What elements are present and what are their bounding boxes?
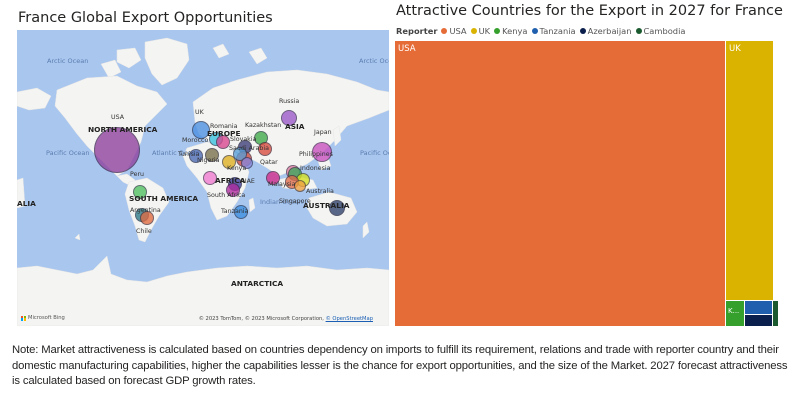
map-bubble[interactable] [192, 121, 210, 139]
legend-dot-icon [579, 28, 586, 34]
country-label: Australia [306, 188, 334, 195]
country-label: Nigeria [197, 157, 220, 164]
country-label: Slovakia [230, 136, 257, 143]
legend-item-uk[interactable]: UK [470, 26, 491, 36]
tile-label: USA [398, 44, 416, 54]
country-label: USA [111, 114, 125, 121]
legend-label: Tanzania [539, 26, 576, 36]
country-label: Peru [130, 171, 145, 178]
country-label: Singapore [279, 198, 311, 205]
continent-label: ANTARCTICA [231, 279, 284, 288]
legend-label: Kenya [502, 26, 528, 36]
map-bubble[interactable] [258, 142, 272, 156]
legend-label: USA [449, 26, 467, 36]
legend-dot-icon [531, 28, 538, 34]
ocean-label: Pacific Ocean [360, 149, 389, 157]
continent-label: NORTH AMERICA [88, 125, 158, 134]
legend-title: Reporter [396, 26, 438, 36]
map-bubble[interactable] [281, 110, 297, 126]
country-label: Indonesia [300, 165, 331, 172]
tile-uk[interactable]: UK [726, 41, 773, 300]
country-label: Malaysia [268, 181, 296, 188]
country-label: Russia [279, 98, 300, 105]
treemap-legend: Reporter USA UK Kenya Tanzania Azerbaija… [396, 26, 689, 36]
legend-label: UK [478, 26, 491, 36]
map-bubble[interactable] [241, 157, 253, 169]
country-label: Chile [136, 228, 152, 235]
attribution-text: © 2023 TomTom, © 2023 Microsoft Corporat… [198, 316, 326, 322]
map-bubble[interactable] [226, 183, 240, 197]
country-label: Tunisia [178, 151, 200, 158]
map-bubble[interactable] [133, 185, 147, 199]
map-bubble[interactable] [329, 200, 345, 216]
ocean-label: Arctic Ocean [47, 57, 89, 65]
tile-label: K... [728, 307, 740, 315]
ocean-label: Indian Ocean [260, 198, 303, 206]
treemap-title: Attractive Countries for the Export in 2… [396, 3, 783, 19]
country-label: Qatar [260, 159, 278, 166]
continent-label: ALIA [17, 199, 36, 208]
map-bubble[interactable] [205, 148, 219, 162]
microsoft-logo-icon [21, 315, 26, 321]
country-label: Philippines [299, 151, 333, 158]
map-bubble[interactable] [266, 171, 280, 185]
legend-label: Azerbaijan [587, 26, 632, 36]
continent-label: SOUTH AMERICA [129, 194, 199, 203]
legend-dot-icon [494, 28, 501, 34]
country-label: Saudi Arabia [229, 145, 269, 152]
tile-kenya[interactable]: K... [726, 301, 744, 326]
tile-usa[interactable]: USA [395, 41, 725, 326]
map-bubble[interactable] [94, 127, 140, 173]
openstreetmap-link[interactable]: © OpenStreetMap [325, 316, 373, 322]
country-label: Japan [314, 129, 332, 136]
bing-logo: Microsoft Bing [21, 315, 65, 321]
country-label: Morocco [182, 137, 209, 144]
map-bubble[interactable] [140, 211, 154, 225]
legend-dot-icon [470, 28, 477, 34]
map-bubble[interactable] [203, 171, 217, 185]
tile-cambodia[interactable] [773, 301, 778, 326]
country-label: Tanzania [221, 208, 249, 215]
tile-label: UK [729, 44, 741, 54]
legend-item-azerbaijan[interactable]: Azerbaijan [579, 26, 632, 36]
country-label: Kazakhstan [245, 122, 282, 129]
continent-label: EUROPE [207, 129, 241, 138]
map-title: France Global Export Opportunities [18, 10, 273, 26]
tile-azerbaijan[interactable] [745, 315, 772, 326]
bubble-map[interactable]: Arctic Ocean Arctic Ocean Pacific Ocean … [17, 30, 389, 326]
treemap-chart: USA UK K... [395, 41, 780, 326]
country-label: Argentina [130, 207, 161, 214]
map-bubble[interactable] [189, 149, 203, 163]
ocean-label: Atlantic Ocean [152, 149, 200, 157]
tile-tanzania[interactable] [745, 301, 772, 314]
legend-label: Cambodia [643, 26, 686, 36]
continent-label: AUSTRALIA [303, 201, 350, 210]
map-bubble[interactable] [312, 142, 332, 162]
legend-dot-icon [635, 28, 642, 34]
methodology-note: Note: Market attractiveness is calculate… [12, 344, 788, 387]
legend-item-usa[interactable]: USA [441, 26, 467, 36]
map-bubble[interactable] [222, 155, 236, 169]
map-attribution: © 2023 TomTom, © 2023 Microsoft Corporat… [199, 316, 373, 322]
legend-item-tanzania[interactable]: Tanzania [531, 26, 576, 36]
ocean-label: Pacific Ocean [46, 149, 90, 157]
map-bubble[interactable] [294, 180, 306, 192]
country-label: UK [195, 109, 204, 116]
map-bubble[interactable] [234, 205, 248, 219]
country-label: Kenya [227, 165, 247, 172]
country-label: South Africa [207, 192, 246, 199]
continent-label: ASIA [285, 122, 305, 131]
map-bubble[interactable] [216, 135, 230, 149]
legend-dot-icon [441, 28, 448, 34]
continent-label: AFRICA [215, 176, 246, 185]
ocean-label: Arctic Ocean [359, 57, 389, 65]
bing-logo-text: Microsoft Bing [28, 315, 65, 321]
country-label: UAE [242, 178, 255, 185]
country-label: Romania [210, 123, 238, 130]
legend-item-kenya[interactable]: Kenya [494, 26, 528, 36]
legend-item-cambodia[interactable]: Cambodia [635, 26, 686, 36]
